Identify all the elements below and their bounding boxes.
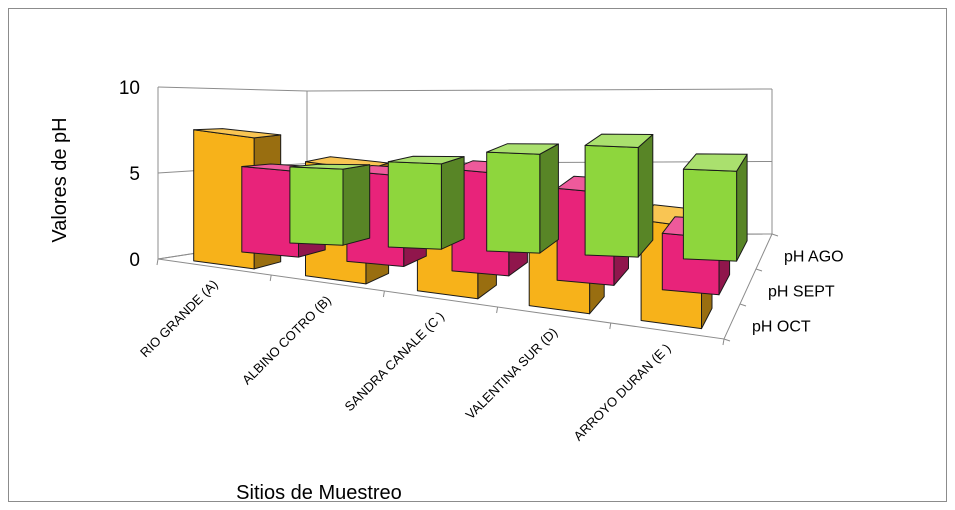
category-tick [496,306,499,314]
category-label: ARROYO DURAN (E ) [570,341,673,444]
y-tick-label: 0 [129,250,140,271]
series-label: pH AGO [784,249,844,266]
bar-side-face [440,156,465,250]
bar-front-face [584,144,639,258]
depth-tick [755,268,763,272]
bar-ph-ago-2 [486,143,559,254]
category-label: RIO GRANDE (A) [137,277,221,361]
bar-ph-ago-1 [387,155,465,250]
depth-tick [723,338,731,342]
depth-tick [739,303,747,307]
bar-top-face [289,163,371,170]
bar-side-face [342,164,371,246]
category-label: ALBINO COTRO (B) [239,293,334,388]
category-tick [269,274,272,282]
bar-top-face [193,128,282,139]
category-label: SANDRA CANALE (C ) [341,309,447,415]
category-label: VALENTINA SUR (D) [463,325,561,423]
bar-front-face [682,168,738,262]
bar-top-face [387,155,465,165]
bar-ph-ago-4 [682,153,748,262]
bar-front-face [387,161,442,250]
category-tick [722,338,725,346]
bar-ph-ago-0 [289,163,371,246]
bar-top-face [584,133,654,148]
bars-group [193,128,748,330]
series-label: pH SEPT [768,284,835,301]
bar-top-face [682,153,748,172]
y-axis-title: Valores de pH [49,117,71,242]
x-axis-title: Sitios de Muestreo [236,482,402,504]
bar-front-face [486,151,541,254]
depth-tick [771,233,779,237]
bar-side-face [736,153,748,262]
series-label: pH OCT [752,319,811,336]
y-tick-label: 10 [119,78,140,99]
y-tick-label: 5 [129,164,140,185]
bar-front-face [289,166,344,246]
bar-ph-ago-3 [584,133,654,258]
category-tick [609,322,612,330]
bar-side-face [637,134,654,258]
bar-side-face [539,143,559,254]
gridline [157,86,773,92]
bar-top-face [486,143,559,155]
category-tick [156,258,159,266]
category-tick [382,290,385,298]
